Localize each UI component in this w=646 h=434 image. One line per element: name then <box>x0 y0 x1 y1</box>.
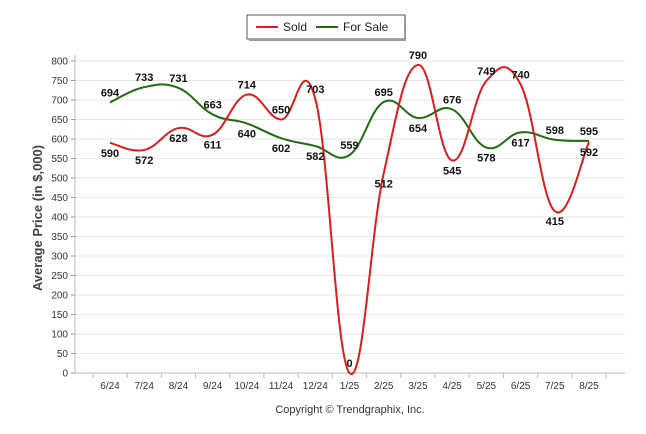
x-tick-labels: 6/24 7/24 8/24 9/24 10/24 11/24 12/24 1/25 2/25 3… <box>92 373 607 392</box>
grid-lines <box>75 60 625 374</box>
series-lines <box>109 63 590 375</box>
y-tick-label: 500 <box>51 174 68 185</box>
y-tick-label: 350 <box>51 232 68 243</box>
y-tick-label: 550 <box>51 154 68 165</box>
y-tick-label: 700 <box>51 96 68 107</box>
data-label-for-sale: 578 <box>477 153 495 165</box>
x-tick-label: 2/25 <box>374 381 394 392</box>
x-tick-label: 9/24 <box>203 381 223 392</box>
data-label-sold: 749 <box>477 66 495 78</box>
data-label-for-sale: 654 <box>409 123 428 135</box>
data-label-for-sale: 602 <box>272 143 290 155</box>
data-label-sold: 415 <box>546 216 564 228</box>
data-label-for-sale: 559 <box>340 140 358 152</box>
copyright-footer: Copyright © Trendgraphix, Inc. <box>275 404 424 416</box>
data-label-for-sale: 731 <box>169 73 187 85</box>
data-label-for-sale: 663 <box>203 99 221 111</box>
series-line-sold <box>109 63 590 375</box>
y-tick-labels: 0 50 100 150 200 250 300 350 400 450 500 550 600 650 7… <box>51 57 75 380</box>
data-label-sold: 611 <box>204 140 222 152</box>
x-tick-label: 7/25 <box>545 381 565 392</box>
legend-label-for-sale: For Sale <box>343 20 389 34</box>
data-label-sold: 703 <box>306 84 324 96</box>
data-label-sold: 790 <box>409 50 427 62</box>
data-label-for-sale: 598 <box>546 125 564 137</box>
data-label-sold: 628 <box>169 133 187 145</box>
series-line-for-sale <box>109 83 590 159</box>
axes <box>74 55 625 374</box>
legend-label-sold: Sold <box>283 20 307 34</box>
x-tick-label: 5/25 <box>477 381 497 392</box>
data-label-sold: 592 <box>580 147 598 159</box>
x-tick-label: 10/24 <box>234 381 259 392</box>
x-tick-label: 6/25 <box>511 381 531 392</box>
data-label-for-sale: 640 <box>238 128 256 140</box>
data-label-for-sale: 617 <box>511 137 529 149</box>
y-tick-label: 200 <box>51 291 68 302</box>
data-label-sold: 650 <box>272 105 290 117</box>
x-tick-label: 7/24 <box>134 381 154 392</box>
data-label-for-sale: 595 <box>580 126 598 138</box>
data-label-sold: 714 <box>238 80 257 92</box>
y-tick-label: 400 <box>51 213 68 224</box>
data-label-sold: 0 <box>346 358 352 370</box>
data-label-sold: 512 <box>375 178 393 190</box>
data-label-for-sale: 733 <box>135 72 153 84</box>
y-tick-label: 250 <box>51 271 68 282</box>
y-tick-label: 450 <box>51 193 68 204</box>
y-axis-title: Average Price (in $,000) <box>30 145 45 291</box>
y-tick-label: 50 <box>57 349 69 360</box>
y-tick-label: 750 <box>51 76 68 87</box>
data-label-for-sale: 695 <box>375 87 393 99</box>
x-tick-label: 3/25 <box>408 381 428 392</box>
data-labels: 590 572 628 611 714 650 703 0 512 790 545 749 740 415… <box>101 50 598 370</box>
x-tick-label: 12/24 <box>303 381 328 392</box>
data-label-for-sale: 694 <box>101 87 120 99</box>
data-label-sold: 590 <box>101 148 119 160</box>
x-tick-label: 6/24 <box>100 381 120 392</box>
x-tick-label: 4/25 <box>442 381 462 392</box>
y-tick-label: 600 <box>51 135 68 146</box>
x-tick-label: 8/25 <box>579 381 599 392</box>
legend: Sold For Sale <box>246 14 406 41</box>
data-label-for-sale: 676 <box>443 94 461 106</box>
data-label-for-sale: 582 <box>306 151 324 163</box>
data-label-sold: 572 <box>135 155 153 167</box>
y-tick-label: 300 <box>51 252 68 263</box>
y-tick-label: 100 <box>51 330 68 341</box>
x-tick-label: 11/24 <box>269 381 294 392</box>
y-tick-label: 650 <box>51 115 68 126</box>
x-tick-label: 8/24 <box>169 381 189 392</box>
y-tick-label: 0 <box>62 369 68 380</box>
y-tick-label: 800 <box>51 57 68 68</box>
y-tick-label: 150 <box>51 310 68 321</box>
x-tick-label: 1/25 <box>340 381 360 392</box>
data-label-sold: 545 <box>443 165 461 177</box>
data-label-sold: 740 <box>511 69 529 81</box>
